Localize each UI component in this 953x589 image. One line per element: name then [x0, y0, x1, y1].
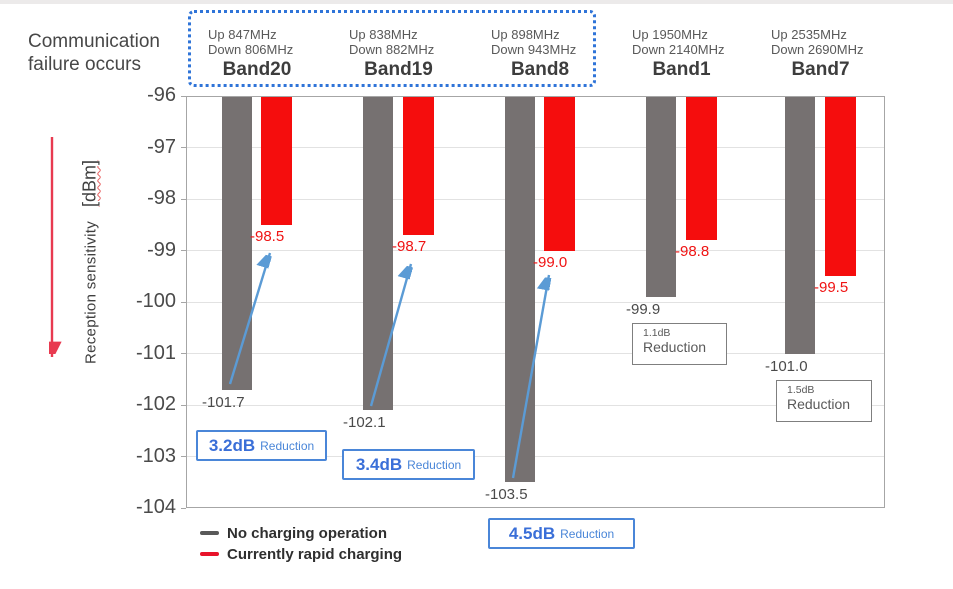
reduction-suffix: Reduction: [787, 396, 851, 412]
band-name-band8: Band8: [510, 59, 570, 80]
value-label-red-band19: -98.7: [392, 238, 427, 256]
reduction-suffix: Reduction: [407, 457, 462, 472]
y-tick-label: -97: [147, 135, 176, 158]
y-tick-mark: [181, 250, 186, 251]
value-label-gray-band8: -103.5: [485, 486, 528, 504]
bar-gray-band19: [363, 97, 393, 411]
communication-failure-line2: failure occurs: [28, 54, 141, 76]
band-name-band1: Band1: [652, 59, 711, 80]
reduction-box-band20: 3.2dB Reduction: [196, 430, 327, 461]
band-frequency-band19: Up 838MHz Down 882MHz: [349, 27, 434, 57]
legend-label-no-charging: No charging operation: [227, 524, 388, 542]
gridline: [187, 198, 884, 200]
band-frequency-band8: Up 898MHz Down 943MHz: [491, 27, 576, 57]
reduction-box-band7: 1.5dB Reduction: [776, 380, 872, 422]
reduction-box-band1: 1.1dB Reduction: [632, 323, 727, 365]
legend-item-no-charging: No charging operation: [200, 524, 402, 542]
highlighted-bands-box: [188, 10, 596, 87]
gridline: [187, 250, 884, 251]
reduction-suffix: Reduction: [643, 339, 707, 355]
bar-gray-band1: [646, 97, 676, 297]
y-tick-label: -101: [135, 341, 176, 364]
reduction-suffix: Reduction: [260, 438, 315, 453]
gridline: [187, 301, 884, 303]
band-frequency-band7: Up 2535MHz Down 2690MHz: [771, 27, 864, 57]
value-label-gray-band7: -101.0: [765, 357, 808, 375]
reduction-suffix: Reduction: [560, 526, 615, 541]
reduction-amount: 1.1dB: [643, 327, 671, 339]
y-tick-label: -100: [135, 290, 176, 312]
legend-label-rapid-charging: Currently rapid charging: [227, 545, 403, 563]
communication-failure-line1: Communication: [28, 31, 160, 52]
value-label-gray-band20: -101.7: [202, 393, 245, 411]
band-frequency-band1: Up 1950MHz Down 2140MHz: [632, 27, 725, 57]
band-frequency-up: Up 898MHz: [491, 27, 560, 42]
bar-red-band8: [544, 97, 575, 251]
gridline: [187, 147, 884, 148]
band-name-band19: Band19: [364, 59, 433, 80]
top-edge-strip: [0, 0, 953, 4]
y-tick-mark: [181, 507, 186, 509]
y-tick-mark: [181, 301, 186, 303]
bar-red-band20: [261, 97, 292, 225]
bar-red-band7: [825, 97, 856, 277]
y-tick-label: -103: [135, 444, 176, 467]
bar-gray-band7: [785, 97, 815, 354]
value-label-red-band1: -98.8: [675, 243, 710, 261]
gridline: [187, 353, 884, 354]
y-tick-mark: [181, 147, 186, 148]
bar-red-band19: [403, 97, 434, 236]
band-frequency-up: Up 847MHz: [208, 27, 277, 42]
legend-dash-gray: [200, 531, 219, 535]
band-name-band7: Band7: [791, 59, 850, 80]
y-tick-label: -98: [147, 187, 176, 209]
y-tick-mark: [181, 404, 186, 406]
y-tick-label: -104: [135, 496, 176, 518]
legend-item-rapid-charging: Currently rapid charging: [200, 545, 402, 563]
band-frequency-up: Up 1950MHz: [632, 27, 708, 42]
y-tick-mark: [181, 198, 186, 200]
y-tick-mark: [181, 95, 186, 97]
band-frequency-up: Up 838MHz: [349, 27, 418, 42]
band-frequency-down: Down 943MHz: [491, 42, 577, 57]
y-tick-mark: [181, 456, 186, 457]
value-label-red-band8: -99.0: [533, 253, 568, 271]
value-label-gray-band1: -99.9: [626, 300, 661, 318]
band-frequency-up: Up 2535MHz: [771, 27, 847, 42]
band-frequency-down: Down 806MHz: [208, 42, 294, 57]
band-frequency-down: Down 2140MHz: [632, 42, 725, 57]
reduction-amount: 3.2dB: [208, 435, 256, 455]
y-tick-label: -96: [147, 84, 176, 106]
reduction-amount: 3.4dB: [355, 454, 403, 474]
band-name-band20: Band20: [222, 59, 292, 80]
value-label-gray-band19: -102.1: [343, 414, 386, 432]
y-tick-label: -102: [135, 393, 176, 415]
bar-gray-band20: [222, 97, 252, 390]
band-frequency-down: Down 882MHz: [349, 42, 435, 57]
legend-dash-red: [200, 552, 219, 556]
communication-failure-label: Communication failure occurs: [28, 30, 188, 76]
reduction-amount: 4.5dB: [508, 523, 556, 543]
y-tick-mark: [181, 353, 186, 354]
reduction-amount: 1.5dB: [787, 384, 815, 396]
value-label-red-band20: -98.5: [250, 227, 285, 245]
band-frequency-down: Down 2690MHz: [771, 42, 864, 57]
reduction-box-band8: 4.5dB Reduction: [488, 518, 635, 549]
legend: No charging operation Currently rapid ch…: [200, 524, 402, 563]
bar-red-band1: [686, 97, 717, 241]
reduction-box-band19: 3.4dB Reduction: [342, 449, 475, 480]
value-label-red-band7: -99.5: [814, 279, 849, 297]
y-tick-label: -99: [147, 238, 176, 261]
band-frequency-band20: Up 847MHz Down 806MHz: [208, 27, 293, 57]
bar-gray-band8: [505, 97, 535, 483]
